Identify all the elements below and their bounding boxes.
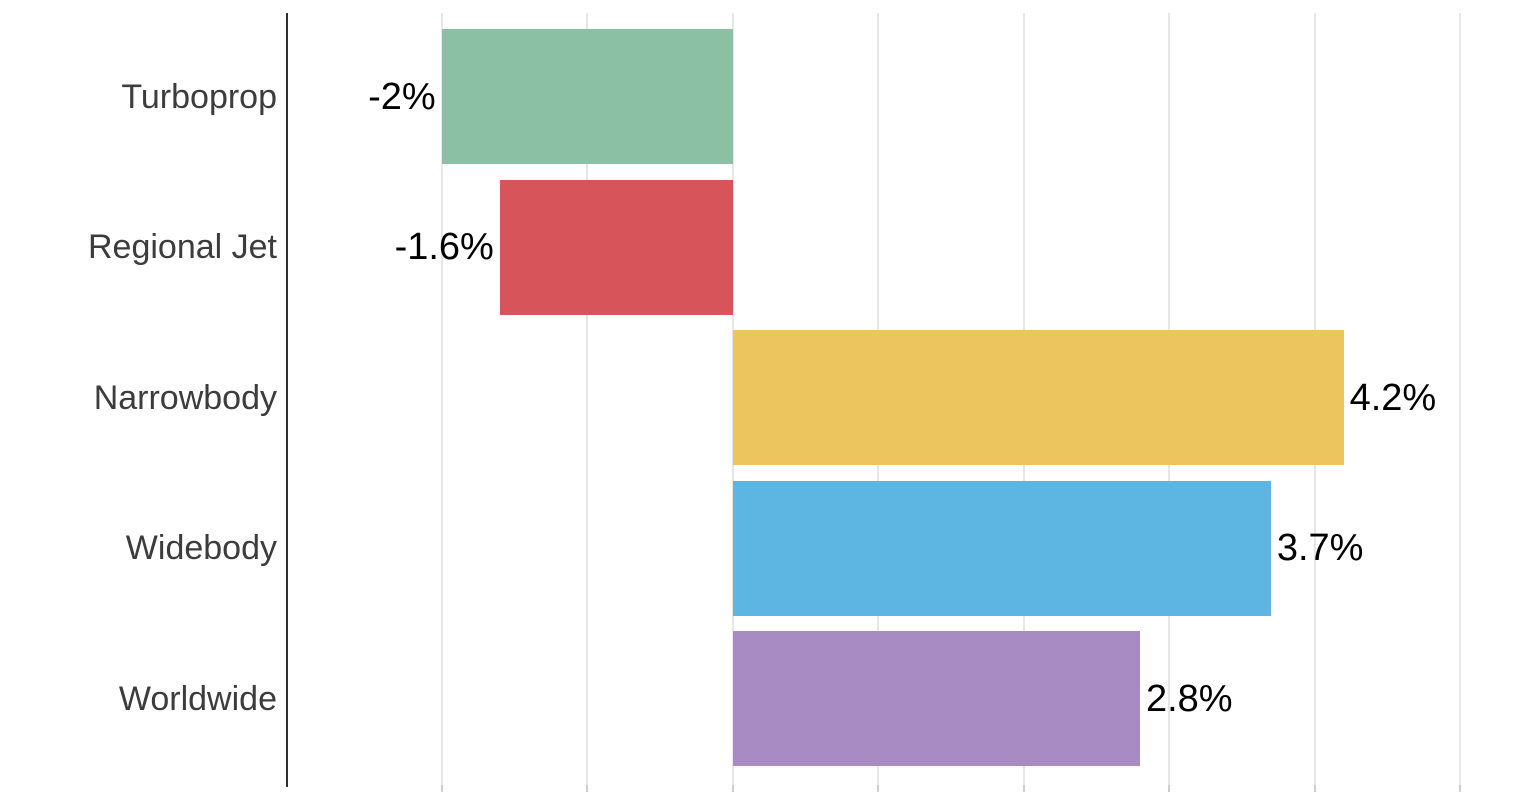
- category-label-turboprop: Turboprop: [121, 77, 277, 116]
- axis-tick: [1022, 785, 1025, 792]
- value-label-regional-jet: -1.6%: [394, 226, 494, 268]
- bar-regional-jet: [499, 179, 733, 315]
- category-label-widebody: Widebody: [125, 529, 277, 567]
- category-label-worldwide: Worldwide: [118, 679, 277, 718]
- axis-tick: [1458, 785, 1461, 792]
- axis-tick: [1168, 785, 1171, 792]
- value-label-widebody: 3.7%: [1276, 527, 1364, 569]
- bar-turboprop: [441, 29, 733, 164]
- bar-worldwide: [732, 631, 1140, 766]
- y-axis-line: [286, 13, 288, 787]
- value-label-worldwide: 2.8%: [1145, 677, 1233, 720]
- axis-tick: [440, 785, 443, 792]
- axis-tick: [586, 785, 589, 792]
- value-label-turboprop: -2%: [368, 75, 436, 118]
- gridline: [586, 13, 589, 785]
- gridline: [440, 13, 443, 785]
- value-label-narrowbody: 4.2%: [1349, 376, 1437, 419]
- bar-widebody: [732, 480, 1271, 616]
- axis-tick: [731, 785, 734, 792]
- axis-tick: [1313, 785, 1316, 792]
- gridline: [1458, 13, 1461, 785]
- category-label-regional-jet: Regional Jet: [87, 228, 277, 266]
- bar-narrowbody: [732, 330, 1344, 465]
- axis-tick: [877, 785, 880, 792]
- category-label-narrowbody: Narrowbody: [93, 378, 277, 417]
